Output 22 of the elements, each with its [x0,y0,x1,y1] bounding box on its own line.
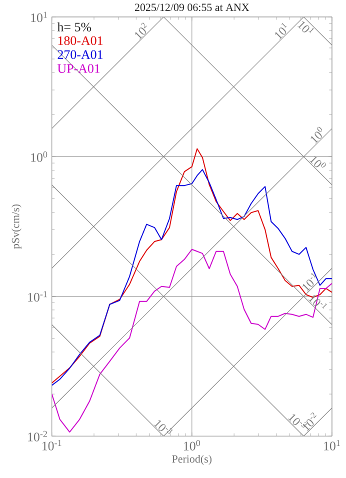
text: 270-A01 [58,50,103,59]
chart-title: 2025/12/09 06:55 at ANX [135,4,250,12]
y-tick-label: 10$^{0}$ [31,151,48,162]
annotation: 10$^{-3}$ [154,420,172,434]
x-tick-label: 10$^{1}$ [324,440,340,450]
x-tick-label: 10$^{-1}$ [42,440,62,450]
annotation: 10$^{-1}$ [302,272,317,292]
y-tick-label: 10$^{-2}$ [28,430,48,442]
annotation: 10$^{0}$ [310,126,322,144]
annotation: 10$^{2}$ [134,22,147,40]
text: 180-A01 [58,36,103,46]
annotation: 10$^{0}$ [309,156,326,168]
text: UP-A01 [58,64,100,73]
annotation: 10$^{1}$ [275,22,287,40]
y-tick-label: 10$^{1}$ [31,12,47,22]
y-axis-title: pSv(cm/s) [12,204,22,249]
annotation: h= 5% [57,22,92,32]
y-tick-label: 10$^{-1}$ [28,291,47,302]
x-tick-label: 10$^{0}$ [184,440,200,450]
annotation: 10$^{-1}$ [308,294,327,309]
annotation: 10$^{1}$ [297,21,314,34]
x-axis-title: Period(s) [172,454,212,465]
